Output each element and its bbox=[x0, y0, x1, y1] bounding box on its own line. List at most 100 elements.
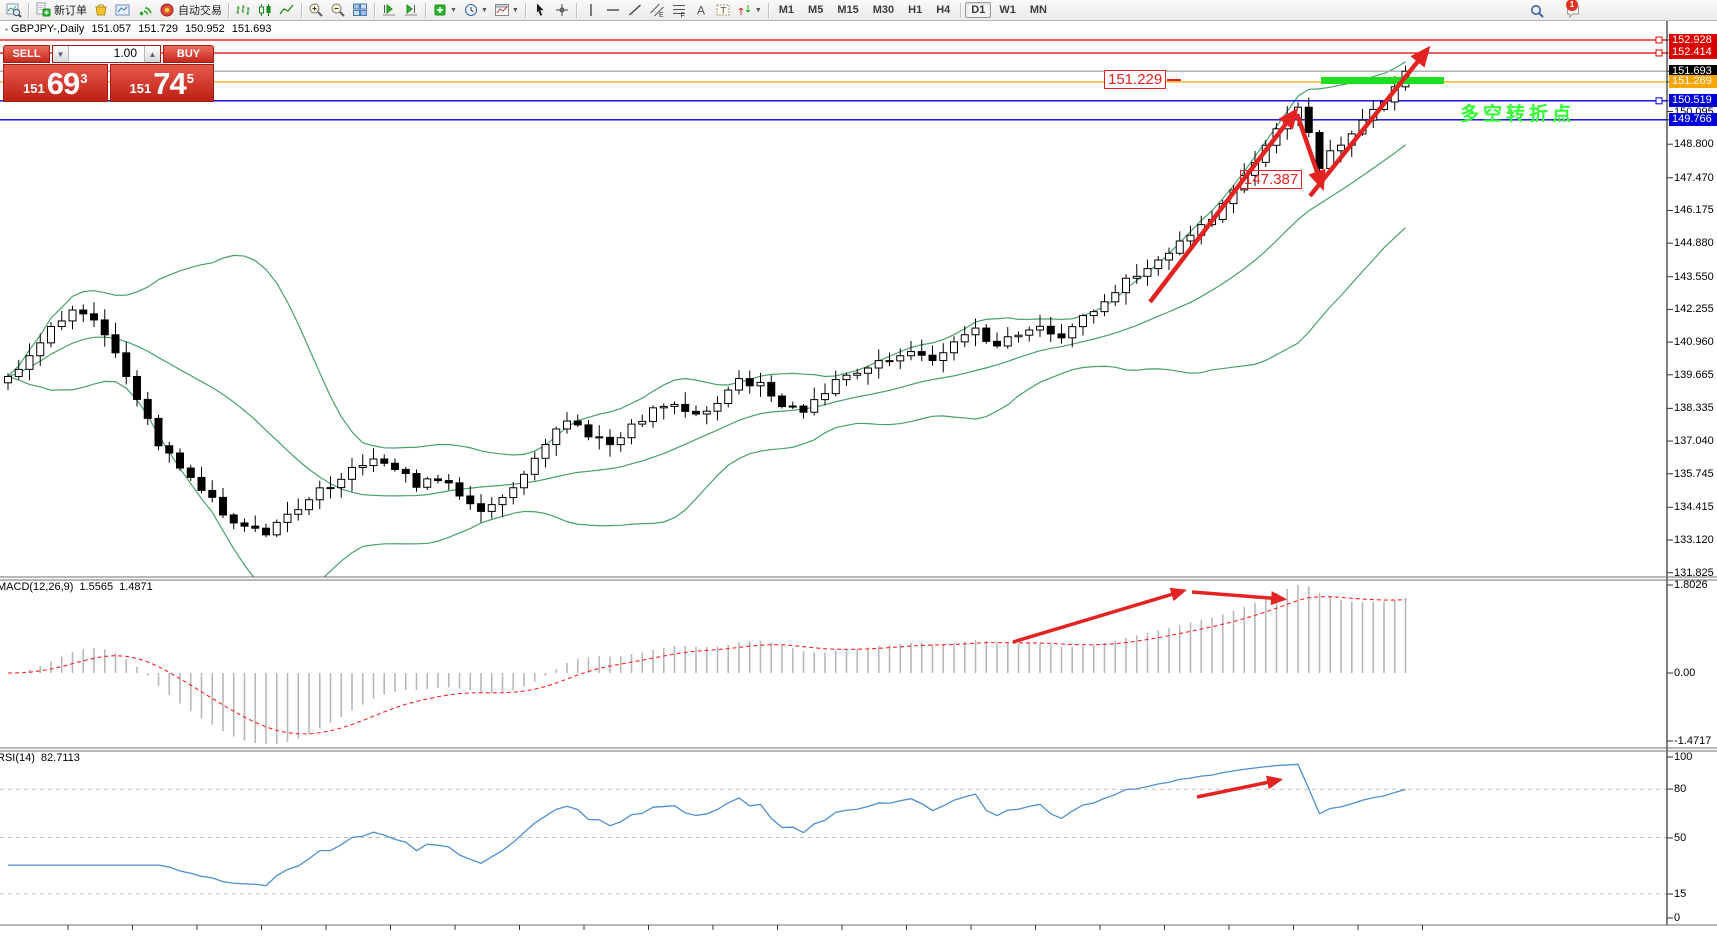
timeframe-m30-button[interactable]: M30 bbox=[872, 4, 895, 16]
dropdown-caret-icon[interactable]: ▼ bbox=[754, 6, 762, 14]
sell-price-display[interactable]: 151 69 3 bbox=[3, 64, 108, 102]
chart-preview-icon-glyph bbox=[6, 3, 22, 18]
price-annotation-151-229[interactable]: 151.229 bbox=[1104, 70, 1167, 89]
crosshair-tool[interactable] bbox=[551, 0, 573, 20]
zoom-out-button[interactable] bbox=[327, 0, 349, 20]
horizontal-line-tool[interactable] bbox=[602, 0, 624, 20]
turning-point-note[interactable]: 多空转折点 bbox=[1460, 104, 1576, 125]
rsi-value: 82.7113 bbox=[40, 752, 80, 764]
chart-preview-icon[interactable] bbox=[3, 0, 25, 20]
line-chart-mode[interactable] bbox=[276, 0, 298, 20]
bar-chart-mode[interactable] bbox=[232, 0, 254, 20]
chart-window-icon[interactable] bbox=[112, 0, 134, 20]
buy-button[interactable]: BUY bbox=[163, 45, 214, 63]
periods-menu[interactable]: ▼ bbox=[460, 0, 491, 20]
auto-scroll-button-glyph bbox=[383, 3, 395, 16]
dropdown-caret-icon[interactable]: ▼ bbox=[450, 6, 457, 14]
buy-price-prefix: 151 bbox=[129, 81, 152, 96]
trendline-tool[interactable] bbox=[624, 0, 646, 20]
price-tick-label: 144.880 bbox=[1674, 237, 1714, 250]
toolbar-separator bbox=[301, 2, 302, 18]
toolbar-separator bbox=[524, 2, 526, 18]
fibonacci-tool[interactable]: F bbox=[668, 0, 690, 20]
price-tick-label: 147.470 bbox=[1674, 171, 1714, 184]
channel-tool-glyph: E bbox=[649, 3, 664, 18]
tile-windows-button[interactable] bbox=[349, 0, 371, 20]
rsi-axis-label: 0 bbox=[1674, 912, 1681, 924]
trend-arrows[interactable] bbox=[1012, 45, 1444, 799]
crosshair-tool-glyph bbox=[555, 4, 568, 16]
cursor-tool[interactable] bbox=[529, 0, 551, 20]
timeframe-h1-button[interactable]: H1 bbox=[908, 4, 923, 16]
timeframe-h4-button[interactable]: H4 bbox=[936, 4, 951, 16]
macd-axis-max: 1.8026 bbox=[1674, 579, 1708, 591]
macd-label: MACD(12,26,9) bbox=[0, 581, 74, 593]
price-tick-label: 140.960 bbox=[1674, 336, 1714, 349]
buy-price-display[interactable]: 151 74 5 bbox=[109, 64, 214, 102]
zoom-out-button-glyph bbox=[331, 3, 345, 17]
candlestick-series bbox=[4, 65, 1410, 538]
horizontal-level-lines[interactable] bbox=[0, 36, 1667, 121]
signals-icon[interactable] bbox=[134, 0, 156, 20]
toolbar-separator bbox=[28, 2, 29, 18]
vertical-line-tool[interactable] bbox=[580, 0, 602, 20]
signals-icon-glyph bbox=[139, 6, 152, 16]
search-icon[interactable] bbox=[1526, 1, 1548, 21]
price-tick-label: 139.665 bbox=[1674, 368, 1714, 381]
candle-chart-mode[interactable] bbox=[254, 0, 276, 20]
arrows-tool-glyph bbox=[738, 5, 751, 15]
svg-text:E: E bbox=[659, 12, 664, 18]
zoom-in-button[interactable] bbox=[305, 0, 327, 20]
price-annotation-147-387[interactable]: 147.387 bbox=[1240, 170, 1303, 189]
price-chip-152-928: 152.928 bbox=[1669, 33, 1717, 47]
text-tool[interactable]: A bbox=[690, 0, 712, 20]
timeframe-m15-button[interactable]: M15 bbox=[837, 4, 859, 16]
price-chip-151-693: 151.693 bbox=[1669, 64, 1717, 78]
rsi-header: RSI(14) 82.7113 bbox=[0, 752, 86, 764]
text-label-tool[interactable]: T bbox=[712, 0, 734, 20]
channel-tool[interactable]: E bbox=[646, 0, 668, 20]
close-value: 151.693 bbox=[231, 23, 272, 35]
timeframe-m5-button[interactable]: M5 bbox=[808, 4, 824, 16]
price-chip-149-766: 149.766 bbox=[1669, 113, 1717, 127]
price-tick-label: 134.415 bbox=[1674, 501, 1714, 514]
price-tick-label: 137.040 bbox=[1674, 435, 1714, 448]
autotrading-button[interactable]: 自动交易 bbox=[156, 0, 225, 20]
green-highlight-zone[interactable] bbox=[1321, 77, 1444, 84]
sell-price-big: 69 bbox=[46, 66, 80, 101]
notification-badge[interactable]: 1 bbox=[1566, 0, 1578, 11]
macd-histogram bbox=[7, 585, 1407, 744]
open-value: 151.057 bbox=[91, 23, 132, 35]
volume-increase-button[interactable]: ▲ bbox=[144, 46, 160, 62]
arrows-tool[interactable]: ▼ bbox=[734, 0, 765, 20]
sell-button[interactable]: SELL bbox=[3, 45, 50, 63]
chart-shift-button[interactable] bbox=[400, 0, 422, 20]
toolbar-right-group: 1 bbox=[1526, 0, 1584, 21]
timeframe-mn-button[interactable]: MN bbox=[1029, 4, 1047, 16]
bar-chart-mode-glyph bbox=[236, 5, 250, 15]
autotrading-button-glyph bbox=[160, 3, 174, 17]
sell-price-prefix: 151 bbox=[23, 81, 45, 96]
line-chart-mode-glyph bbox=[279, 4, 294, 15]
dropdown-caret-icon[interactable]: ▼ bbox=[480, 6, 488, 14]
styler-icon[interactable] bbox=[90, 0, 112, 20]
main-toolbar: 新订单 自动交易 ▼ ▼ ▼ E F A T ▼ M1 M5 M15 M30 H1 H4 D1 W1 MN 1 bbox=[0, 0, 1717, 21]
toolbar-separator bbox=[374, 2, 375, 18]
buy-price-sup: 5 bbox=[186, 71, 194, 86]
volume-input[interactable]: 1.00 bbox=[69, 46, 144, 62]
volume-cluster: ▼ 1.00 ▲ bbox=[52, 45, 161, 63]
indicators-menu[interactable]: ▼ bbox=[429, 0, 460, 20]
svg-text:A: A bbox=[697, 4, 705, 18]
timeframe-d1-button[interactable]: D1 bbox=[965, 2, 992, 18]
new-order-button[interactable]: 新订单 bbox=[32, 0, 90, 20]
dropdown-caret-icon[interactable]: ▼ bbox=[511, 6, 519, 14]
volume-decrease-button[interactable]: ▼ bbox=[53, 46, 69, 62]
timeframe-m1-button[interactable]: M1 bbox=[778, 4, 795, 16]
templates-menu[interactable]: ▼ bbox=[491, 0, 522, 20]
periods-menu-glyph bbox=[464, 4, 477, 16]
cursor-tool-glyph bbox=[536, 3, 544, 16]
auto-scroll-button[interactable] bbox=[378, 0, 400, 20]
timeframe-w1-button[interactable]: W1 bbox=[999, 4, 1016, 16]
